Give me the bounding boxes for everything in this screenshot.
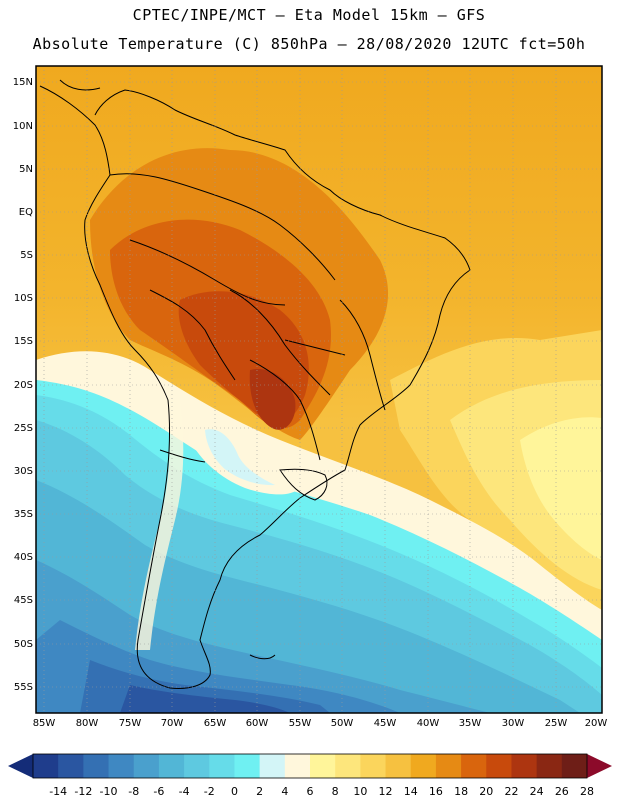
colorbar-cell [108, 754, 135, 778]
colorbar-label: 18 [454, 785, 468, 798]
lon-label: 35W [459, 718, 482, 729]
colorbar-label: 12 [379, 785, 393, 798]
lon-label: 65W [204, 718, 227, 729]
colorbar-cell [360, 754, 387, 778]
lat-label: 25S [14, 423, 33, 434]
colorbar-cell [561, 754, 588, 778]
colorbar-cell [284, 754, 311, 778]
colorbar-cell [33, 754, 59, 778]
colorbar-label: -2 [204, 785, 215, 798]
colorbar-label: 24 [530, 785, 544, 798]
colorbar-label: -14 [49, 785, 67, 798]
temperature-field [36, 66, 602, 713]
lon-label: 75W [119, 718, 142, 729]
colorbar-label: 8 [332, 785, 339, 798]
colorbar-cell [209, 754, 235, 778]
colorbar-cell [310, 754, 336, 778]
lat-label: 10S [14, 293, 33, 304]
lat-label: 15S [14, 336, 33, 347]
colorbar-label: -4 [179, 785, 190, 798]
lat-label: 40S [14, 552, 33, 563]
colorbar-label: 2 [256, 785, 263, 798]
lat-label: 20S [14, 380, 33, 391]
lat-label: 45S [14, 595, 33, 606]
colorbar-label: 22 [504, 785, 518, 798]
colorbar-label: 4 [281, 785, 288, 798]
colorbar-cell [385, 754, 412, 778]
colorbar-label: -12 [74, 785, 92, 798]
lon-label: 60W [246, 718, 269, 729]
colorbar-label: -8 [128, 785, 139, 798]
lat-label: 55S [14, 682, 33, 693]
colorbar-label: 20 [479, 785, 493, 798]
colorbar: -14 -12 -10 -8 -6 -4 -2 0 2 4 6 8 10 12 14 16 18 20 22 24 26… [8, 753, 612, 798]
colorbar-cell [133, 754, 160, 778]
lon-label: 80W [76, 718, 99, 729]
colorbar-cell [335, 754, 361, 778]
colorbar-cell [158, 754, 185, 778]
map-frame [35, 65, 603, 714]
colorbar-label: 16 [429, 785, 443, 798]
colorbar-cell [184, 754, 210, 778]
lon-label: 20W [585, 718, 608, 729]
lat-label: 15N [13, 77, 33, 88]
colorbar-cell [234, 754, 261, 778]
lon-label: 55W [289, 718, 312, 729]
colorbar-under-arrow [8, 754, 33, 778]
lat-label: 30S [14, 466, 33, 477]
colorbar-cell [511, 754, 538, 778]
lon-label: 70W [161, 718, 184, 729]
coastline [39, 79, 471, 689]
lon-label: 25W [545, 718, 568, 729]
colorbar-label: -10 [100, 785, 118, 798]
colorbar-label: 10 [353, 785, 367, 798]
colorbar-label: 14 [404, 785, 418, 798]
title-line-2: Absolute Temperature (C) 850hPa – 28/08/… [32, 35, 586, 53]
lon-label: 50W [331, 718, 354, 729]
colorbar-cell [410, 754, 437, 778]
lat-label: 10N [13, 121, 33, 132]
colorbar-cell [486, 754, 512, 778]
colorbar-over-arrow [587, 754, 612, 778]
colorbar-label: -6 [153, 785, 164, 798]
colorbar-cell [536, 754, 563, 778]
lat-label: 5N [19, 164, 33, 175]
colorbar-cell [83, 754, 110, 778]
colorbar-label: 28 [580, 785, 594, 798]
colorbar-label: 26 [555, 785, 569, 798]
colorbar-label: 0 [231, 785, 238, 798]
colorbar-cell [435, 754, 462, 778]
title-line-1: CPTEC/INPE/MCT – Eta Model 15km – GFS [132, 6, 486, 24]
colorbar-label: 6 [307, 785, 314, 798]
lon-label: 85W [33, 718, 56, 729]
colorbar-cell [461, 754, 487, 778]
lat-label: 50S [14, 639, 33, 650]
lon-label: 40W [417, 718, 440, 729]
latitude-axis: 15N 10N 5N EQ 5S 10S 15S 20S 25S 30S 35S… [13, 77, 33, 693]
lat-label: 35S [14, 509, 33, 520]
colorbar-cell [58, 754, 84, 778]
lat-label: 5S [20, 250, 33, 261]
lat-label: EQ [19, 207, 33, 218]
longitude-axis: 85W 80W 75W 70W 65W 60W 55W 50W 45W 40W … [33, 718, 608, 729]
colorbar-cell [259, 754, 286, 778]
lon-label: 45W [374, 718, 397, 729]
lon-label: 30W [502, 718, 525, 729]
